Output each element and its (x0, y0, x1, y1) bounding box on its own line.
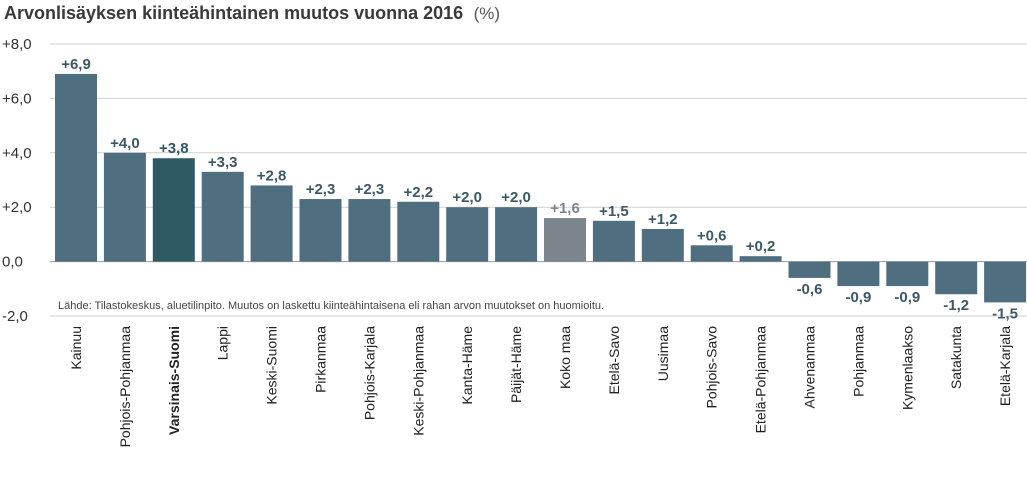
chart-title-main: Arvonlisäyksen kiinteähintainen muutos v… (4, 3, 463, 23)
data-label: +1,5 (599, 203, 629, 220)
x-tick-label: Ahvenanmaa (802, 326, 818, 409)
x-tick-label: Pohjois-Savo (704, 326, 720, 409)
chart-title-unit: (%) (474, 4, 500, 23)
x-tick-label: Etelä-Karjala (997, 326, 1013, 406)
y-tick-label: -2,0 (2, 308, 28, 325)
data-label: +2,0 (501, 189, 531, 206)
data-label: -1,2 (943, 297, 969, 314)
bar (103, 152, 146, 262)
bar (788, 261, 831, 278)
y-tick-label: +6,0 (2, 90, 32, 107)
bar (55, 73, 97, 262)
x-tick-label: Keski-Suomi (264, 326, 280, 405)
x-tick-label: Koko maa (557, 326, 573, 389)
data-label: +0,6 (697, 227, 727, 244)
x-tick-label: Pohjanmaa (850, 326, 866, 397)
bar (837, 261, 880, 287)
x-tick-label: Keski-Pohjanmaa (410, 326, 426, 436)
x-tick-label: Kanta-Häme (459, 326, 475, 405)
bar (348, 199, 391, 262)
y-tick-label: +4,0 (2, 145, 32, 162)
source-note: Lähde: Tilastokeskus, aluetilinpito. Muu… (58, 300, 604, 312)
data-label: +2,8 (257, 167, 287, 184)
x-tick-label: Kymenlaakso (899, 326, 915, 410)
data-label: +3,3 (208, 154, 238, 171)
x-tick-label: Satakunta (948, 326, 964, 389)
bar (446, 207, 489, 262)
x-tick-label: Päijät-Häme (508, 326, 524, 403)
bar (544, 218, 586, 262)
bar (152, 158, 195, 262)
x-tick-label: Lappi (215, 326, 231, 360)
bar (886, 261, 929, 287)
data-label: +1,2 (648, 211, 678, 228)
data-label: +2,0 (452, 189, 482, 206)
x-tick-label: Pohjois-Karjala (361, 326, 377, 420)
gridlines (50, 43, 1027, 317)
x-tick-label: Uusimaa (655, 326, 671, 381)
data-label: +2,3 (355, 181, 385, 198)
data-label: +2,2 (403, 184, 433, 201)
x-tick-label: Pirkanmaa (313, 326, 329, 393)
x-tick-label: Etelä-Savo (606, 326, 622, 395)
data-label: -0,6 (797, 281, 823, 298)
y-tick-label: +8,0 (2, 36, 32, 53)
bars (55, 73, 1027, 303)
data-label: +4,0 (110, 135, 140, 152)
bar (690, 245, 733, 262)
bar (935, 261, 978, 295)
x-tick-label: Pohjois-Pohjanmaa (117, 326, 133, 448)
data-label: +2,3 (306, 181, 336, 198)
y-tick-label: 0,0 (2, 254, 23, 271)
x-axis-labels: Kainuu Pohjois-Pohjanmaa Varsinais-Suomi La… (68, 326, 1013, 448)
data-label: +6,9 (61, 56, 91, 73)
y-axis-ticks: -2,0 0,0 +2,0 +4,0 +6,0 +8,0 (2, 36, 32, 325)
bar (250, 185, 293, 262)
chart-title: Arvonlisäyksen kiinteähintainen muutos v… (4, 3, 500, 23)
data-label: -1,5 (992, 305, 1018, 322)
bar (592, 220, 635, 262)
data-label: -0,9 (894, 289, 920, 306)
bar (299, 199, 342, 262)
data-label: -0,9 (845, 289, 871, 306)
value-labels: +6,9 +4,0 +3,8 +3,3 +2,8 +2,3 +2,3 +2,2 +2,0 +2,0… (61, 56, 1018, 322)
data-label: +0,2 (746, 238, 776, 255)
bar (641, 228, 684, 262)
x-tick-label: Kainuu (68, 326, 84, 370)
bar (201, 171, 244, 262)
bar (397, 201, 440, 262)
x-tick-label: Varsinais-Suomi (166, 326, 182, 435)
data-label: +3,8 (159, 140, 189, 157)
data-label: +1,6 (550, 200, 580, 217)
bar (984, 261, 1027, 303)
x-tick-label: Etelä-Pohjanmaa (753, 326, 769, 434)
bar (739, 256, 782, 262)
y-tick-label: +2,0 (2, 199, 32, 216)
bar (495, 207, 538, 262)
